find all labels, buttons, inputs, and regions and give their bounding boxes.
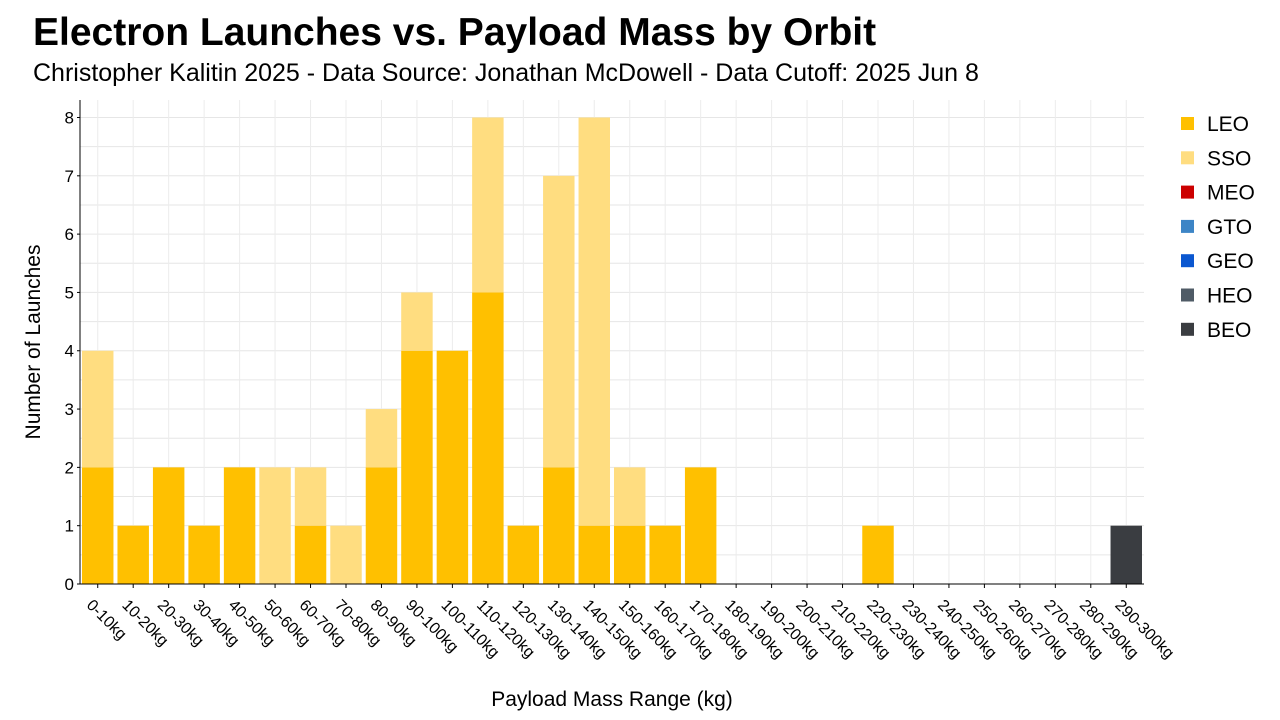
y-tick-label: 0 <box>65 575 74 594</box>
bar-sso-130-140kg <box>543 175 575 468</box>
legend-swatch-heo <box>1181 288 1194 302</box>
bar-leo-150-160kg <box>614 525 646 584</box>
y-tick-label: 1 <box>65 517 74 536</box>
legend-label-heo: HEO <box>1207 285 1253 308</box>
bar-leo-30-40kg <box>188 525 220 584</box>
bar-sso-110-120kg <box>472 117 504 293</box>
legend-label-leo: LEO <box>1207 113 1249 136</box>
bar-leo-220-230kg <box>862 525 894 584</box>
x-axis-label: Payload Mass Range (kg) <box>491 688 733 711</box>
bar-sso-0-10kg <box>82 350 114 468</box>
y-axis-label: Number of Launches <box>22 245 45 440</box>
bar-leo-110-120kg <box>472 292 504 584</box>
bar-sso-80-90kg <box>365 409 398 468</box>
legend-swatch-meo <box>1181 185 1194 199</box>
legend-label-meo: MEO <box>1207 182 1255 205</box>
y-tick-label: 8 <box>65 108 74 127</box>
axes-layer <box>79 100 1144 585</box>
bars-layer <box>82 117 1142 584</box>
y-tick-label: 6 <box>65 225 74 244</box>
legend-label-beo: BEO <box>1207 319 1251 342</box>
y-tick-label: 3 <box>65 400 74 419</box>
bar-leo-40-50kg <box>223 467 256 584</box>
legend-swatch-gto <box>1181 219 1194 233</box>
legend-swatch-beo <box>1181 322 1194 336</box>
y-tick-label: 7 <box>65 167 74 186</box>
bar-sso-60-70kg <box>294 467 327 526</box>
legend-swatch-geo <box>1181 254 1194 268</box>
bar-leo-160-170kg <box>649 525 681 584</box>
bar-leo-100-110kg <box>436 350 469 584</box>
legend-label-geo: GEO <box>1207 250 1254 273</box>
bar-leo-60-70kg <box>294 525 327 584</box>
bar-leo-170-180kg <box>684 467 717 584</box>
chart-title: Electron Launches vs. Payload Mass by Or… <box>33 11 877 54</box>
bar-sso-70-80kg <box>330 525 362 584</box>
bar-leo-90-100kg <box>401 350 433 584</box>
bar-sso-150-160kg <box>614 467 646 526</box>
legend-label-gto: GTO <box>1207 216 1252 239</box>
bar-sso-140-150kg <box>578 117 610 526</box>
legend-swatch-leo <box>1181 117 1194 130</box>
bar-beo-290-300kg <box>1110 525 1142 584</box>
bar-leo-130-140kg <box>543 467 575 584</box>
bar-sso-90-100kg <box>401 292 433 351</box>
y-tick-label: 2 <box>65 458 74 477</box>
chart-subtitle: Christopher Kalitin 2025 - Data Source: … <box>33 59 979 87</box>
bar-sso-50-60kg <box>259 467 291 584</box>
bar-leo-10-20kg <box>117 525 149 584</box>
legend-swatch-sso <box>1181 151 1194 165</box>
bar-leo-120-130kg <box>507 525 540 584</box>
bar-leo-0-10kg <box>82 467 114 584</box>
y-tick-label: 5 <box>65 283 74 302</box>
legend: LEO SSO MEO GTO GEO HEO BEO <box>1181 113 1255 342</box>
legend-label-sso: SSO <box>1207 147 1251 170</box>
bar-leo-140-150kg <box>578 525 610 584</box>
y-tick-label: 4 <box>65 342 74 361</box>
bar-leo-20-30kg <box>152 467 185 584</box>
bar-leo-80-90kg <box>365 467 398 584</box>
